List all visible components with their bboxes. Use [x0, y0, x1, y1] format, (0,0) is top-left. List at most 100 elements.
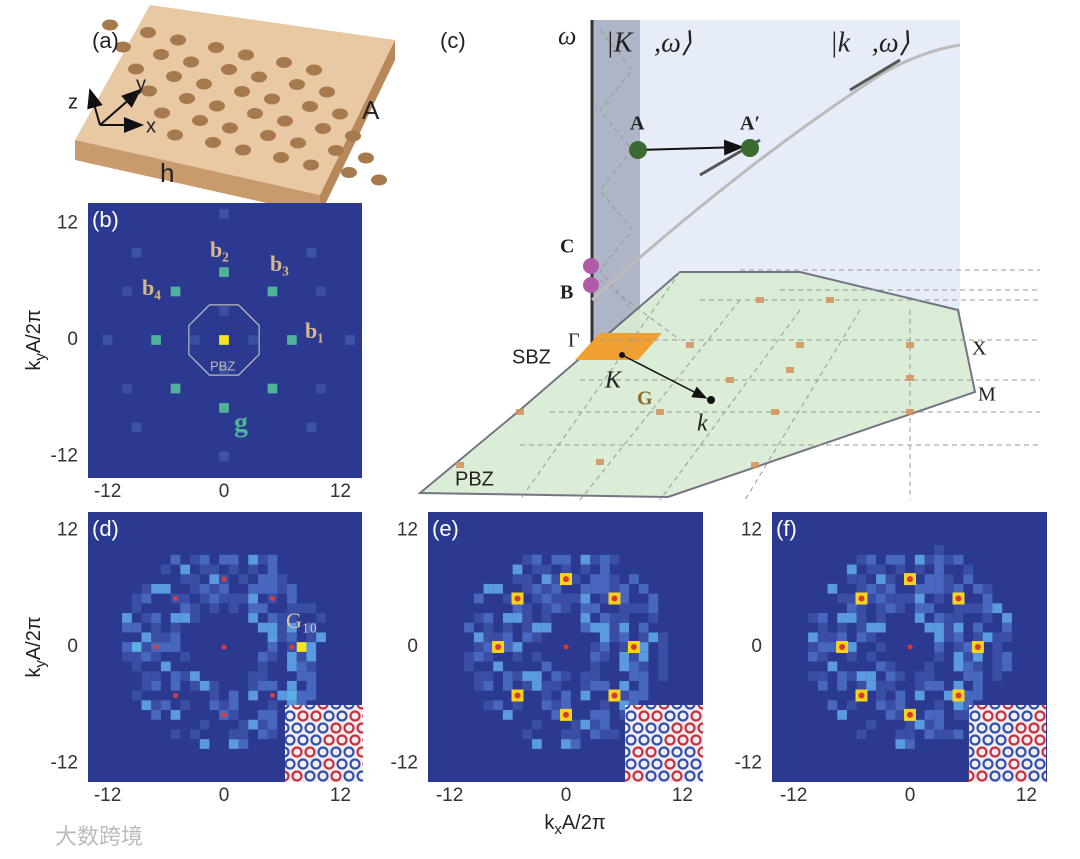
- x-tick-label: 12: [1016, 785, 1037, 806]
- spot: [817, 651, 828, 662]
- spot: [199, 593, 210, 604]
- spot: [817, 671, 828, 681]
- inset-ring: [356, 746, 363, 758]
- spot: [228, 690, 239, 701]
- spot: [277, 583, 288, 594]
- spot: [992, 603, 1003, 614]
- spot: [219, 583, 229, 594]
- inset-ring: [317, 770, 329, 782]
- inset-ring: [982, 734, 994, 746]
- spot: [483, 642, 494, 652]
- inset-ring: [330, 722, 342, 734]
- spot: [151, 651, 161, 662]
- hole: [167, 129, 183, 141]
- spot: [963, 700, 974, 711]
- spot: [895, 690, 906, 701]
- spot: [590, 642, 600, 652]
- y-axis-label: kyA/2π: [23, 616, 49, 677]
- hole: [345, 130, 361, 142]
- spot: [141, 632, 152, 643]
- spot: [982, 583, 993, 594]
- spot-dot: [611, 595, 618, 602]
- spot: [629, 661, 639, 672]
- hole: [140, 27, 156, 38]
- spot: [551, 554, 562, 565]
- spot: [141, 651, 152, 662]
- inset-ring: [310, 758, 322, 770]
- hole: [128, 63, 144, 75]
- spot-dot: [563, 644, 569, 650]
- spot: [580, 564, 591, 575]
- spot: [638, 671, 649, 681]
- spot: [895, 593, 906, 604]
- inset-ring: [1002, 705, 1014, 710]
- spot: [228, 593, 239, 604]
- inset-ring: [297, 710, 309, 722]
- spot: [905, 729, 915, 740]
- spot-dot: [907, 576, 913, 583]
- omega: ω: [558, 21, 576, 50]
- inset-ring: [664, 734, 676, 746]
- x-tick-label: -12: [94, 481, 121, 502]
- spot: [238, 739, 249, 749]
- spot: [934, 564, 944, 575]
- spot: [837, 593, 847, 604]
- inset-ring: [356, 722, 363, 734]
- spot: [512, 564, 523, 575]
- inset-ring: [1041, 770, 1046, 782]
- annotation: G₁₀: [286, 608, 317, 633]
- spot: [257, 574, 268, 584]
- spot: [551, 671, 562, 681]
- spot: [914, 603, 925, 614]
- spot: [570, 729, 581, 740]
- inset-ring: [638, 758, 650, 770]
- inset-ring: [1049, 736, 1058, 745]
- spot: [856, 613, 867, 623]
- spot: [895, 710, 906, 720]
- point-label: A′: [740, 113, 760, 135]
- spot: [306, 632, 317, 643]
- axis-name: z: [68, 91, 78, 113]
- spot: [982, 593, 993, 604]
- inset-ring: [976, 770, 988, 782]
- spot: [914, 719, 925, 730]
- hole: [332, 108, 348, 120]
- point-label: B: [560, 282, 573, 304]
- spot: [141, 671, 152, 681]
- inset-ring: [1015, 722, 1027, 734]
- spot: [905, 719, 915, 730]
- spot: [876, 574, 886, 584]
- inset-ring: [323, 734, 335, 746]
- spot-dot: [858, 595, 865, 602]
- spot: [808, 651, 818, 662]
- spot: [296, 642, 307, 652]
- spot: [287, 651, 297, 662]
- y-tick-label: -12: [51, 445, 78, 466]
- spot: [914, 583, 925, 594]
- spot: [561, 554, 571, 565]
- spot: [267, 729, 278, 740]
- inset-ring: [664, 758, 676, 770]
- spot: [219, 554, 229, 565]
- spot: [473, 671, 484, 681]
- spot: [599, 710, 610, 720]
- spot: [316, 613, 326, 623]
- spot: [296, 651, 307, 662]
- spot: [551, 700, 562, 711]
- inset-ring: [989, 770, 1001, 782]
- lattice-dot: [906, 409, 914, 415]
- spot: [943, 690, 954, 701]
- spot: [817, 680, 828, 691]
- x-tick-label: -12: [436, 785, 463, 806]
- spot-dot: [514, 692, 521, 699]
- spot: [287, 593, 297, 604]
- spot: [973, 651, 983, 662]
- y-tick-label: -12: [735, 752, 762, 773]
- inset-ring: [705, 736, 714, 745]
- spot: [277, 622, 288, 633]
- spot: [599, 719, 610, 730]
- inset-ring: [323, 758, 335, 770]
- spot: [473, 651, 484, 662]
- spot: [866, 651, 877, 662]
